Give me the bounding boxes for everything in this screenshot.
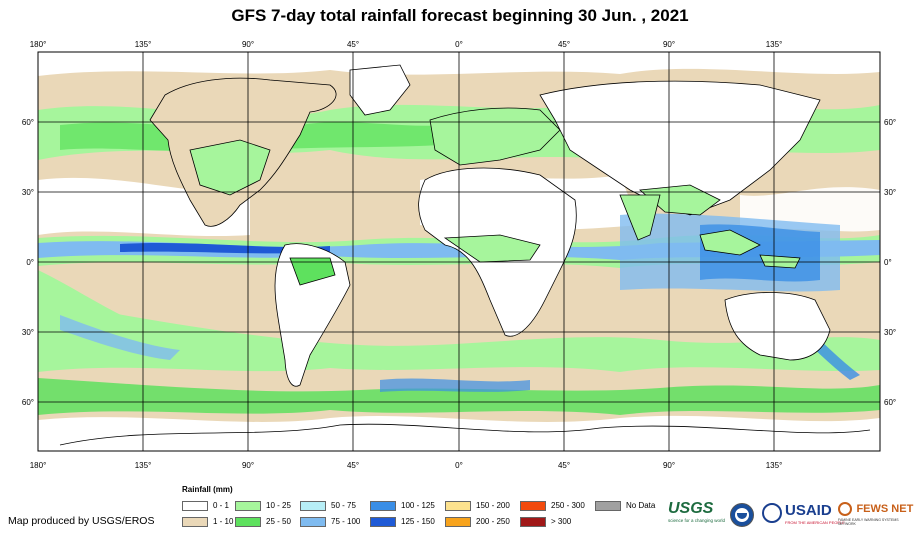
lon-label: 180° xyxy=(30,40,47,49)
legend-swatch xyxy=(595,500,621,511)
legend-item: 10 - 25 xyxy=(235,500,291,512)
lon-label: 0° xyxy=(455,461,463,470)
lon-labels-bottom: 180° 135° 90° 45° 0° 45° 90° 135° xyxy=(30,461,783,470)
rainfall-map: 180° 135° 90° 45° 0° 45° 90° 135° 180° 1… xyxy=(22,40,896,470)
legend-item: 1 - 10 xyxy=(182,516,233,528)
lon-label: 180° xyxy=(30,461,47,470)
legend-label: 25 - 50 xyxy=(266,517,291,526)
legend-label: 10 - 25 xyxy=(266,501,291,510)
legend-swatch xyxy=(182,500,208,511)
legend-swatch xyxy=(300,500,326,511)
legend-label: 125 - 150 xyxy=(401,517,435,526)
legend-swatch xyxy=(300,516,326,527)
legend-item: No Data xyxy=(595,500,655,512)
lat-label: 60° xyxy=(884,398,896,407)
legend-label: 100 - 125 xyxy=(401,501,435,510)
legend-label: > 300 xyxy=(551,517,572,526)
legend-item: 0 - 1 xyxy=(182,500,229,512)
lon-label: 135° xyxy=(135,461,152,470)
legend-label: 50 - 75 xyxy=(331,501,356,510)
legend-label: 75 - 100 xyxy=(331,517,361,526)
usaid-logo: USAID FROM THE AMERICAN PEOPLE xyxy=(785,502,845,525)
noaa-logo-icon xyxy=(730,503,754,527)
lon-label: 45° xyxy=(558,40,570,49)
legend-label: 200 - 250 xyxy=(476,517,510,526)
lat-label: 60° xyxy=(884,118,896,127)
legend-item: 200 - 250 xyxy=(445,516,510,528)
lon-label: 90° xyxy=(242,40,254,49)
usaid-seal-icon xyxy=(762,503,782,523)
legend-swatch xyxy=(235,500,261,511)
lat-label: 30° xyxy=(22,188,34,197)
legend-swatch xyxy=(370,516,396,527)
lon-label: 135° xyxy=(135,40,152,49)
legend-swatch xyxy=(182,516,208,527)
lat-label: 30° xyxy=(884,328,896,337)
legend-label: 150 - 200 xyxy=(476,501,510,510)
legend-swatch xyxy=(445,516,471,527)
legend-item: 75 - 100 xyxy=(300,516,360,528)
legend-label: 1 - 10 xyxy=(213,517,234,526)
usgs-tagline: science for a changing world xyxy=(668,518,726,523)
legend-label: 250 - 300 xyxy=(551,501,585,510)
legend-item: 25 - 50 xyxy=(235,516,291,528)
lat-label: 30° xyxy=(22,328,34,337)
lon-label: 90° xyxy=(663,40,675,49)
legend-item: > 300 xyxy=(520,516,571,528)
lon-label: 45° xyxy=(347,461,359,470)
legend-swatch xyxy=(235,516,261,527)
lat-labels-right: 60° 30° 0° 30° 60° xyxy=(884,118,896,407)
legend-label: 0 - 1 xyxy=(213,501,230,510)
usaid-tagline: FROM THE AMERICAN PEOPLE xyxy=(785,520,845,525)
credit-text: Map produced by USGS/EROS xyxy=(8,515,155,527)
fews-globe-icon xyxy=(838,501,852,516)
legend-swatch xyxy=(520,500,546,511)
lon-label: 135° xyxy=(766,40,783,49)
legend-item: 50 - 75 xyxy=(300,500,356,512)
lon-labels-top: 180° 135° 90° 45° 0° 45° 90° 135° xyxy=(30,40,783,49)
legend-item: 150 - 200 xyxy=(445,500,510,512)
lat-label: 60° xyxy=(22,398,34,407)
usgs-logo-text: USGS xyxy=(668,500,714,517)
lat-label: 0° xyxy=(26,258,34,267)
usgs-logo: USGS science for a changing world xyxy=(668,500,725,523)
continents xyxy=(59,64,871,446)
lon-label: 90° xyxy=(242,461,254,470)
lon-label: 45° xyxy=(347,40,359,49)
usaid-logo-text: USAID xyxy=(785,502,832,519)
graticule xyxy=(38,52,880,451)
lat-label: 30° xyxy=(884,188,896,197)
legend-item: 125 - 150 xyxy=(370,516,435,528)
legend-swatch xyxy=(370,500,396,511)
lat-labels-left: 60° 30° 0° 30° 60° xyxy=(22,118,34,407)
map-frame xyxy=(37,51,881,452)
map-title: GFS 7-day total rainfall forecast beginn… xyxy=(231,6,689,25)
lon-label: 90° xyxy=(663,461,675,470)
lon-label: 135° xyxy=(766,461,783,470)
legend-title: Rainfall (mm) xyxy=(182,485,233,494)
legend-swatch xyxy=(445,500,471,511)
lat-label: 0° xyxy=(884,258,892,267)
lon-label: 0° xyxy=(455,40,463,49)
fews-tagline: FAMINE EARLY WARNING SYSTEMS NETWORK xyxy=(838,518,899,526)
legend-item: 100 - 125 xyxy=(370,500,435,512)
lat-label: 60° xyxy=(22,118,34,127)
legend-item: 250 - 300 xyxy=(520,500,585,512)
legend-label: No Data xyxy=(626,501,656,510)
legend-swatch xyxy=(520,516,546,527)
fews-net-logo: FEWS NET FAMINE EARLY WARNING SYSTEMS NE… xyxy=(838,500,916,526)
lon-label: 45° xyxy=(558,461,570,470)
fews-net-text: FEWS NET xyxy=(856,502,914,515)
